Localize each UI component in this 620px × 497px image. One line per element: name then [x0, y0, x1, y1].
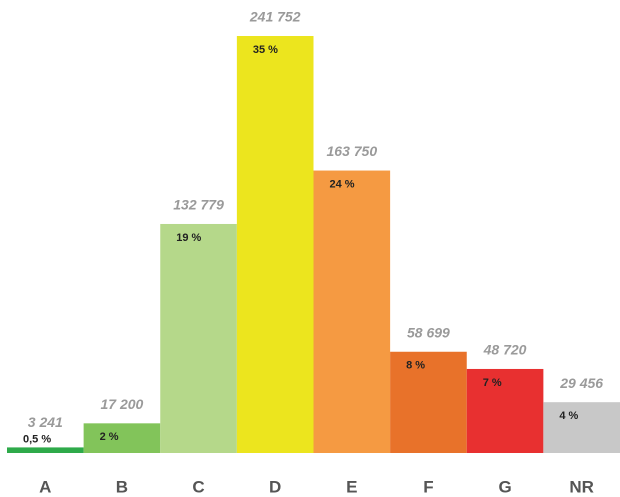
category-label: G [498, 477, 511, 496]
share-label: 4 % [559, 410, 578, 422]
bar [83, 423, 161, 453]
share-label: 24 % [330, 178, 355, 190]
bar [7, 447, 84, 453]
category-label: C [192, 477, 204, 496]
category-label: A [39, 477, 51, 496]
share-label: 8 % [406, 360, 425, 372]
value-label: 241 752 [249, 9, 301, 25]
category-label: F [423, 477, 433, 496]
value-label: 48 720 [483, 342, 527, 358]
value-label: 132 779 [173, 197, 224, 213]
category-label: E [346, 477, 357, 496]
share-label: 7 % [483, 377, 502, 389]
share-label: 35 % [253, 44, 278, 56]
bar [466, 368, 544, 453]
value-label: 3 241 [28, 414, 63, 430]
value-label: 58 699 [407, 324, 450, 340]
share-label: 2 % [100, 431, 119, 443]
category-label: NR [569, 477, 594, 496]
value-label: 29 456 [559, 375, 603, 391]
share-label: 19 % [176, 232, 201, 244]
category-label: B [116, 477, 128, 496]
bar [160, 223, 237, 453]
value-label: 17 200 [101, 396, 144, 412]
bar [313, 170, 391, 454]
category-label: D [269, 477, 281, 496]
bar [236, 36, 314, 453]
value-label: 163 750 [327, 143, 378, 159]
bar [543, 402, 620, 453]
bar [390, 351, 467, 453]
share-label: 0,5 % [23, 433, 51, 445]
